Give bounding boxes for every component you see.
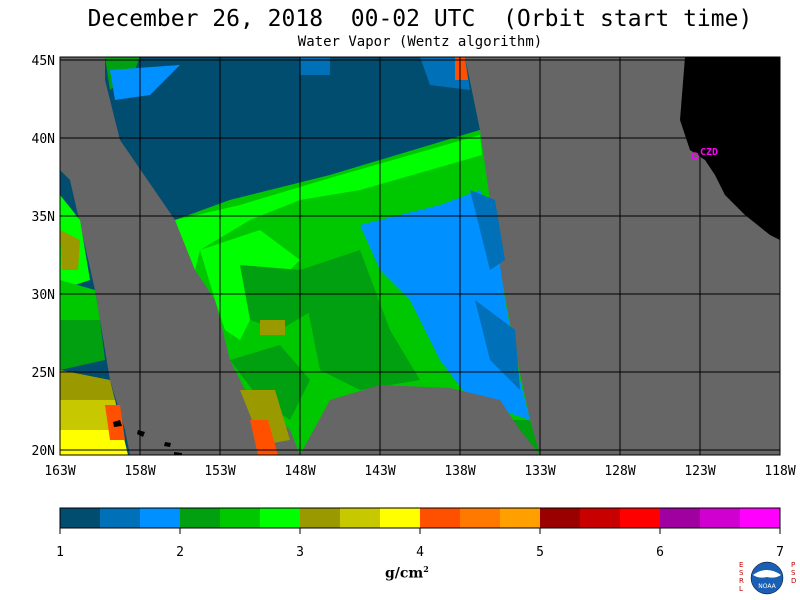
- colorbar-swatch: [540, 508, 580, 528]
- lon-label: 138W: [444, 464, 475, 479]
- lat-label: 40N: [32, 132, 55, 147]
- colorbar-swatch: [260, 508, 300, 528]
- colorbar-tick-label: 2: [176, 545, 184, 560]
- colorbar-swatch: [180, 508, 220, 528]
- lon-label: 118W: [764, 464, 795, 479]
- colorbar-swatch: [340, 508, 380, 528]
- lat-label: 45N: [32, 54, 55, 69]
- unit-text: g/cm: [385, 565, 424, 582]
- lat-label: 35N: [32, 210, 55, 225]
- lat-lon-grid: [60, 57, 780, 455]
- station-label: CZD: [700, 147, 718, 158]
- colorbar-swatch: [660, 508, 700, 528]
- noaa-logo-circle: [750, 561, 784, 595]
- lat-label: 30N: [32, 288, 55, 303]
- noaa-logo-center-text: NOAA: [758, 583, 776, 590]
- colorbar-tick-label: 7: [776, 545, 784, 560]
- colorbar-swatch: [420, 508, 460, 528]
- colorbar-swatch: [380, 508, 420, 528]
- lon-labels: 163W 158W 153W 148W 143W 138W 133W 128W 123W 118W: [44, 464, 795, 479]
- map-subtitle: Water Vapor (Wentz algorithm): [297, 34, 543, 50]
- map-title: December 26, 2018 00-02 UTC (Orbit start…: [87, 6, 753, 32]
- colorbar-swatch: [60, 508, 100, 528]
- colorbar-swatch: [100, 508, 140, 528]
- lon-label: 153W: [204, 464, 235, 479]
- lat-labels: 45N 40N 35N 30N 25N 20N: [32, 54, 55, 459]
- lon-label: 148W: [284, 464, 315, 479]
- lon-label: 143W: [364, 464, 395, 479]
- lon-label: 163W: [44, 464, 75, 479]
- colorbar-tick-label: 5: [536, 545, 544, 560]
- map-frame: [59, 56, 781, 456]
- lon-label: 123W: [684, 464, 715, 479]
- lat-label: 20N: [32, 444, 55, 459]
- colorbar-swatch: [580, 508, 620, 528]
- colorbar-swatch: [700, 508, 740, 528]
- lon-label: 158W: [124, 464, 155, 479]
- colorbar-swatch: [140, 508, 180, 528]
- lon-label: 128W: [604, 464, 635, 479]
- station-marker: [691, 152, 699, 160]
- colorbar-tick-label: 6: [656, 545, 664, 560]
- unit-power: 2: [423, 564, 429, 574]
- colorbar-swatch: [500, 508, 540, 528]
- colorbar-tick-label: 1: [56, 545, 64, 560]
- lat-label: 25N: [32, 366, 55, 381]
- colorbar-unit: g/cm2: [385, 564, 429, 582]
- land-hawaii: [113, 420, 122, 427]
- colorbar-swatch: [460, 508, 500, 528]
- noaa-logo-bird: [753, 570, 781, 578]
- lon-label: 133W: [524, 464, 555, 479]
- colorbar-tick-label: 3: [296, 545, 304, 560]
- colorbar-ticks: 1 2 3 4 5 6 7: [56, 528, 784, 560]
- colorbar: [59, 507, 781, 529]
- colorbar-swatch: [300, 508, 340, 528]
- land-north-america: [680, 57, 780, 240]
- colorbar-tick-label: 4: [416, 545, 424, 560]
- colorbar-swatch: [740, 508, 780, 528]
- colorbar-swatch: [220, 508, 260, 528]
- colorbar-swatch: [620, 508, 660, 528]
